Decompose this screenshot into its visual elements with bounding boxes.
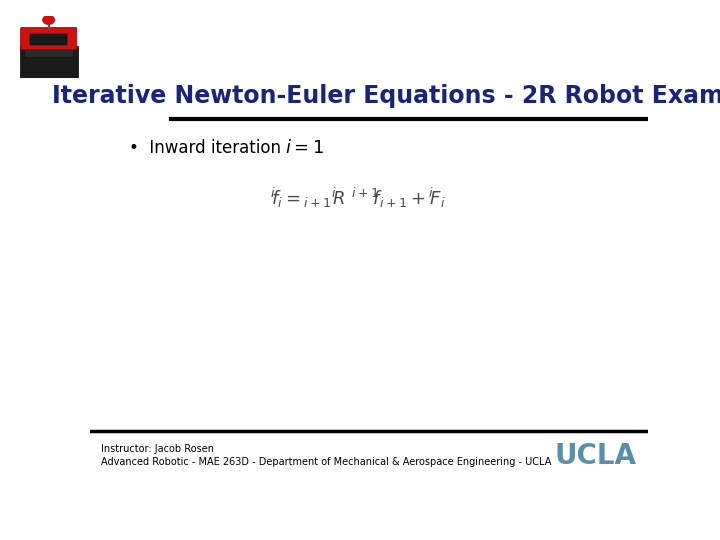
FancyBboxPatch shape [30,33,67,45]
Circle shape [42,16,55,24]
FancyBboxPatch shape [24,38,73,57]
Text: $i=1$: $i=1$ [285,139,324,157]
Text: Iterative Newton-Euler Equations - 2R Robot Example: Iterative Newton-Euler Equations - 2R Ro… [52,84,720,108]
FancyBboxPatch shape [19,46,78,78]
Text: Instructor: Jacob Rosen: Instructor: Jacob Rosen [101,444,214,455]
Text: •  Inward iteration: • Inward iteration [129,139,281,157]
FancyBboxPatch shape [20,28,77,50]
Text: UCLA: UCLA [555,442,637,470]
Text: Advanced Robotic - MAE 263D - Department of Mechanical & Aerospace Engineering -: Advanced Robotic - MAE 263D - Department… [101,457,552,467]
Text: ${}^{i}\!f_i ={}_{i+1}{}^{i}\!R\ {}^{i+1}\!\!f_{i+1} +{}^{i}\!F_i$: ${}^{i}\!f_i ={}_{i+1}{}^{i}\!R\ {}^{i+1… [270,186,446,210]
